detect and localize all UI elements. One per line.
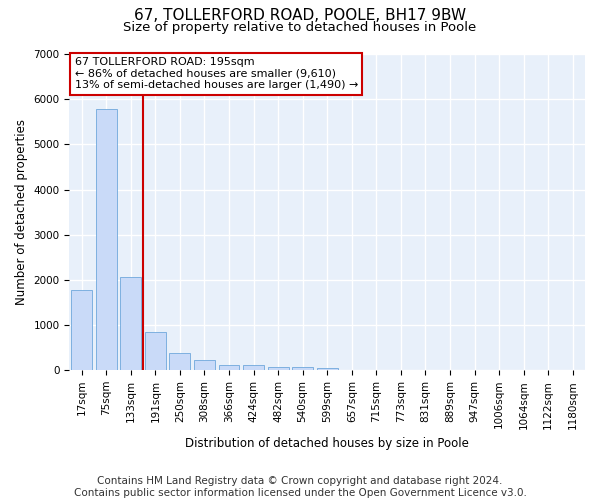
Bar (194, 360, 215, 370)
Bar (71, 290, 92, 370)
Bar (317, 368, 338, 370)
Bar (169, 353, 190, 370)
Bar (145, 332, 166, 370)
Text: 67, TOLLERFORD ROAD, POOLE, BH17 9BW: 67, TOLLERFORD ROAD, POOLE, BH17 9BW (134, 8, 466, 22)
Text: Size of property relative to detached houses in Poole: Size of property relative to detached ho… (124, 21, 476, 34)
Text: 67 TOLLERFORD ROAD: 195sqm
← 86% of detached houses are smaller (9,610)
13% of s: 67 TOLLERFORD ROAD: 195sqm ← 86% of deta… (74, 57, 358, 90)
Y-axis label: Number of detached properties: Number of detached properties (15, 119, 28, 305)
Bar (243, 365, 264, 370)
X-axis label: Distribution of detached houses by size in Poole: Distribution of detached houses by size … (185, 437, 469, 450)
Text: Contains HM Land Registry data © Crown copyright and database right 2024.
Contai: Contains HM Land Registry data © Crown c… (74, 476, 526, 498)
Bar (292, 367, 313, 370)
Bar (96, 109, 116, 370)
Bar (121, 277, 141, 370)
Bar (218, 365, 239, 370)
Bar (268, 366, 289, 370)
